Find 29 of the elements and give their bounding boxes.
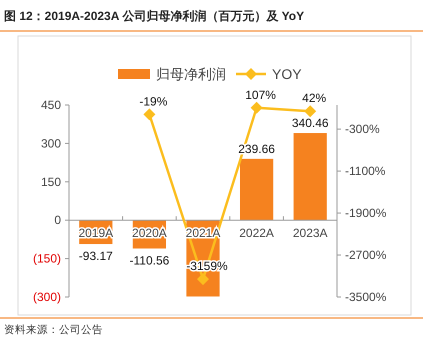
bar [294, 133, 327, 220]
y2-tick-label: -2700% [345, 248, 387, 262]
x-tick-label: 2022A [239, 226, 274, 240]
data-label: 107% [245, 88, 276, 102]
data-label: 42% [302, 91, 327, 106]
text: 资料来源：公司公告 [4, 323, 103, 336]
x-tick-label: 2023A [292, 226, 328, 240]
bar [240, 158, 274, 220]
point [250, 102, 263, 114]
data-label: -110.56 [129, 254, 170, 268]
legend-label: 归母净利润 [156, 66, 226, 82]
y2-tick-label: -3500% [345, 290, 387, 304]
data-label: -19% [139, 94, 168, 108]
data-label: -93.17 [78, 249, 114, 264]
y-tick-label: (300) [32, 290, 61, 304]
y-tick-label: 300 [40, 136, 62, 150]
y2-tick-label: -300% [345, 122, 380, 136]
legend-label: YOY [272, 66, 302, 82]
point [143, 108, 156, 120]
y-tick-label: (150) [32, 252, 61, 266]
y-tick-label: 0 [54, 213, 62, 228]
point [304, 105, 316, 118]
y-tick-label: 150 [40, 174, 62, 189]
y2-tick-label: -1900% [345, 206, 387, 220]
y-tick-label: 450 [40, 98, 62, 112]
data-label: 340.46 [292, 116, 329, 130]
chart-title: 图 12：2019A-2023A 公司归母净利润（百万元）及 YoY [4, 9, 304, 23]
y2-tick-label: -1100% [345, 164, 386, 178]
point [197, 273, 209, 286]
